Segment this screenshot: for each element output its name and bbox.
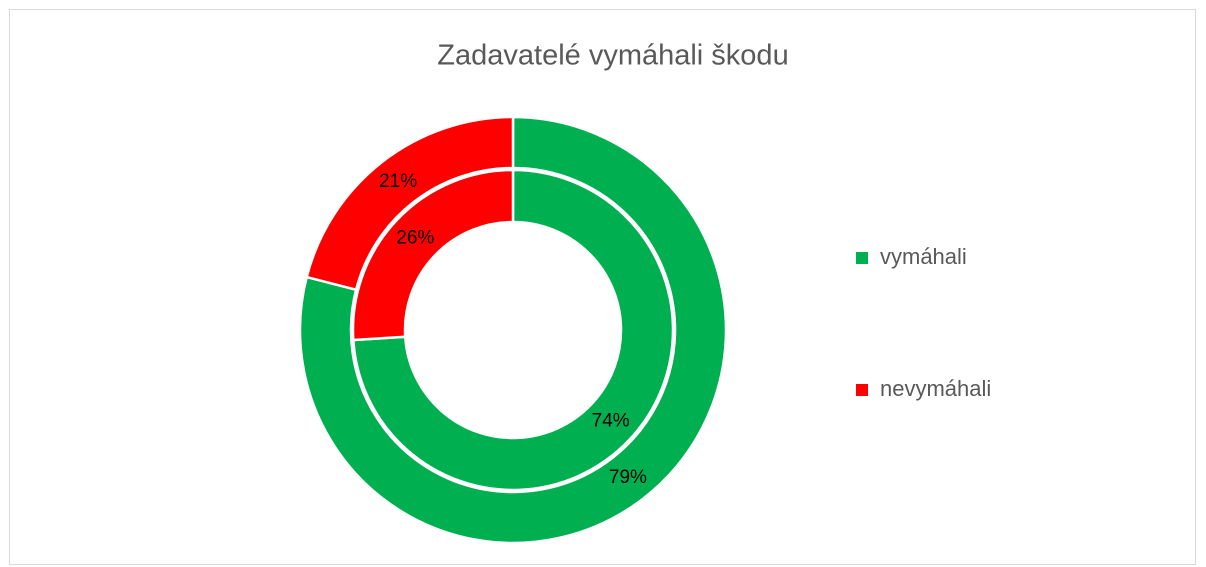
legend-swatch bbox=[856, 252, 868, 264]
legend-label: vymáhali bbox=[880, 244, 967, 269]
data-label: 26% bbox=[396, 227, 434, 248]
doughnut-segment bbox=[305, 115, 515, 292]
doughnut-segment bbox=[298, 115, 728, 545]
doughnut-segment bbox=[351, 168, 675, 492]
legend-swatch bbox=[856, 384, 868, 396]
data-label: 74% bbox=[592, 411, 630, 432]
chart-title: Zadavatelé vymáhali škodu bbox=[437, 40, 788, 72]
data-label: 21% bbox=[379, 171, 417, 192]
doughnut-segment bbox=[351, 168, 515, 342]
data-label: 79% bbox=[609, 467, 647, 488]
legend-label: nevymáhali bbox=[880, 376, 991, 401]
